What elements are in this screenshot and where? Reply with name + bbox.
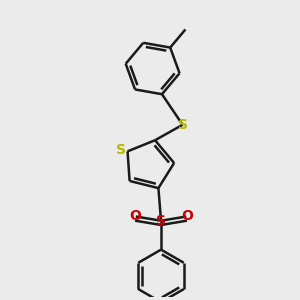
Text: S: S — [156, 214, 166, 228]
Text: O: O — [129, 209, 141, 223]
Text: S: S — [116, 143, 126, 157]
Text: O: O — [181, 209, 193, 223]
Text: S: S — [178, 118, 188, 132]
